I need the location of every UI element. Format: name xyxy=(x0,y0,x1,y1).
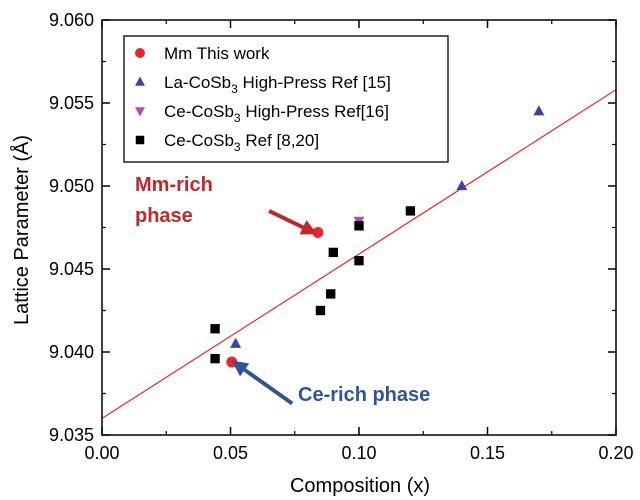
data-point xyxy=(405,206,416,216)
x-tick-label: 0.20 xyxy=(598,443,633,463)
axes: 0.00 0.05 0.10 0.15 0.20 9.035 9.040 9.045 9.050… xyxy=(49,10,634,463)
y-tick-label: 9.035 xyxy=(49,425,94,445)
data-point xyxy=(533,105,545,116)
legend-marker xyxy=(135,107,145,117)
legend-name-part: Mm This work xyxy=(164,44,270,63)
y-tick-label: 9.040 xyxy=(49,342,94,362)
annotation-mm-rich-line1: Mm-rich xyxy=(135,174,213,196)
legend-entry-label: Ce-CoSb3 High-Press Ref[16] xyxy=(164,102,389,125)
fit-line-layer xyxy=(102,89,616,419)
y-tick-label: 9.045 xyxy=(49,259,94,279)
legend-name-part: La-CoSb xyxy=(164,73,231,92)
legend-name-part: Ce-CoSb xyxy=(164,131,234,150)
legend-name-part: Ce-CoSb xyxy=(164,102,234,121)
data-point xyxy=(326,289,336,299)
data-point xyxy=(328,247,338,258)
legend-name-subscript: 3 xyxy=(234,111,241,125)
legend-name-suffix: High-Press Ref[16] xyxy=(241,102,389,121)
fit-line xyxy=(102,89,616,419)
legend-entry-label: Mm This work xyxy=(164,44,270,63)
data-point xyxy=(456,179,468,191)
y-tick-label: 9.050 xyxy=(49,176,94,196)
legend-entry-label: La-CoSb3 High-Press Ref [15] xyxy=(164,73,391,96)
annotation-arrow xyxy=(268,209,318,235)
x-tick-label: 0.10 xyxy=(341,443,376,463)
data-point xyxy=(226,356,238,368)
y-tick-label: 9.060 xyxy=(49,10,94,30)
x-axis-title: Composition (x) xyxy=(290,475,430,497)
x-tick-label: 0.05 xyxy=(213,443,248,463)
legend-box xyxy=(123,35,449,163)
y-tick-label: 9.055 xyxy=(49,93,94,113)
data-point xyxy=(230,337,242,348)
data-point xyxy=(210,353,220,364)
annotation-ce-rich: Ce-rich phase xyxy=(298,384,430,406)
annotations: Mm-rich phase Ce-rich phase xyxy=(135,174,430,406)
data-point xyxy=(312,226,324,238)
legend-name-suffix: Ref [8,20] xyxy=(241,131,319,150)
y-axis-title: Lattice Parameter (Å) xyxy=(10,135,33,325)
legend-name-subscript: 3 xyxy=(231,82,238,96)
data-points xyxy=(210,105,545,368)
legend-marker xyxy=(135,135,145,145)
annotation-arrow xyxy=(231,360,294,406)
legend-entry-label: Ce-CoSb3 Ref [8,20] xyxy=(164,131,319,154)
data-point xyxy=(354,256,364,266)
annotation-mm-rich-line2: phase xyxy=(135,205,193,227)
data-point xyxy=(315,305,326,316)
data-point xyxy=(210,324,220,334)
x-tick-label: 0.00 xyxy=(84,443,119,463)
legend-name-suffix: High-Press Ref [15] xyxy=(238,73,391,92)
legend-marker xyxy=(135,76,145,86)
data-point xyxy=(354,221,364,231)
x-tick-label: 0.15 xyxy=(470,443,505,463)
legend-name-subscript: 3 xyxy=(234,140,241,154)
legend-marker xyxy=(135,48,145,58)
